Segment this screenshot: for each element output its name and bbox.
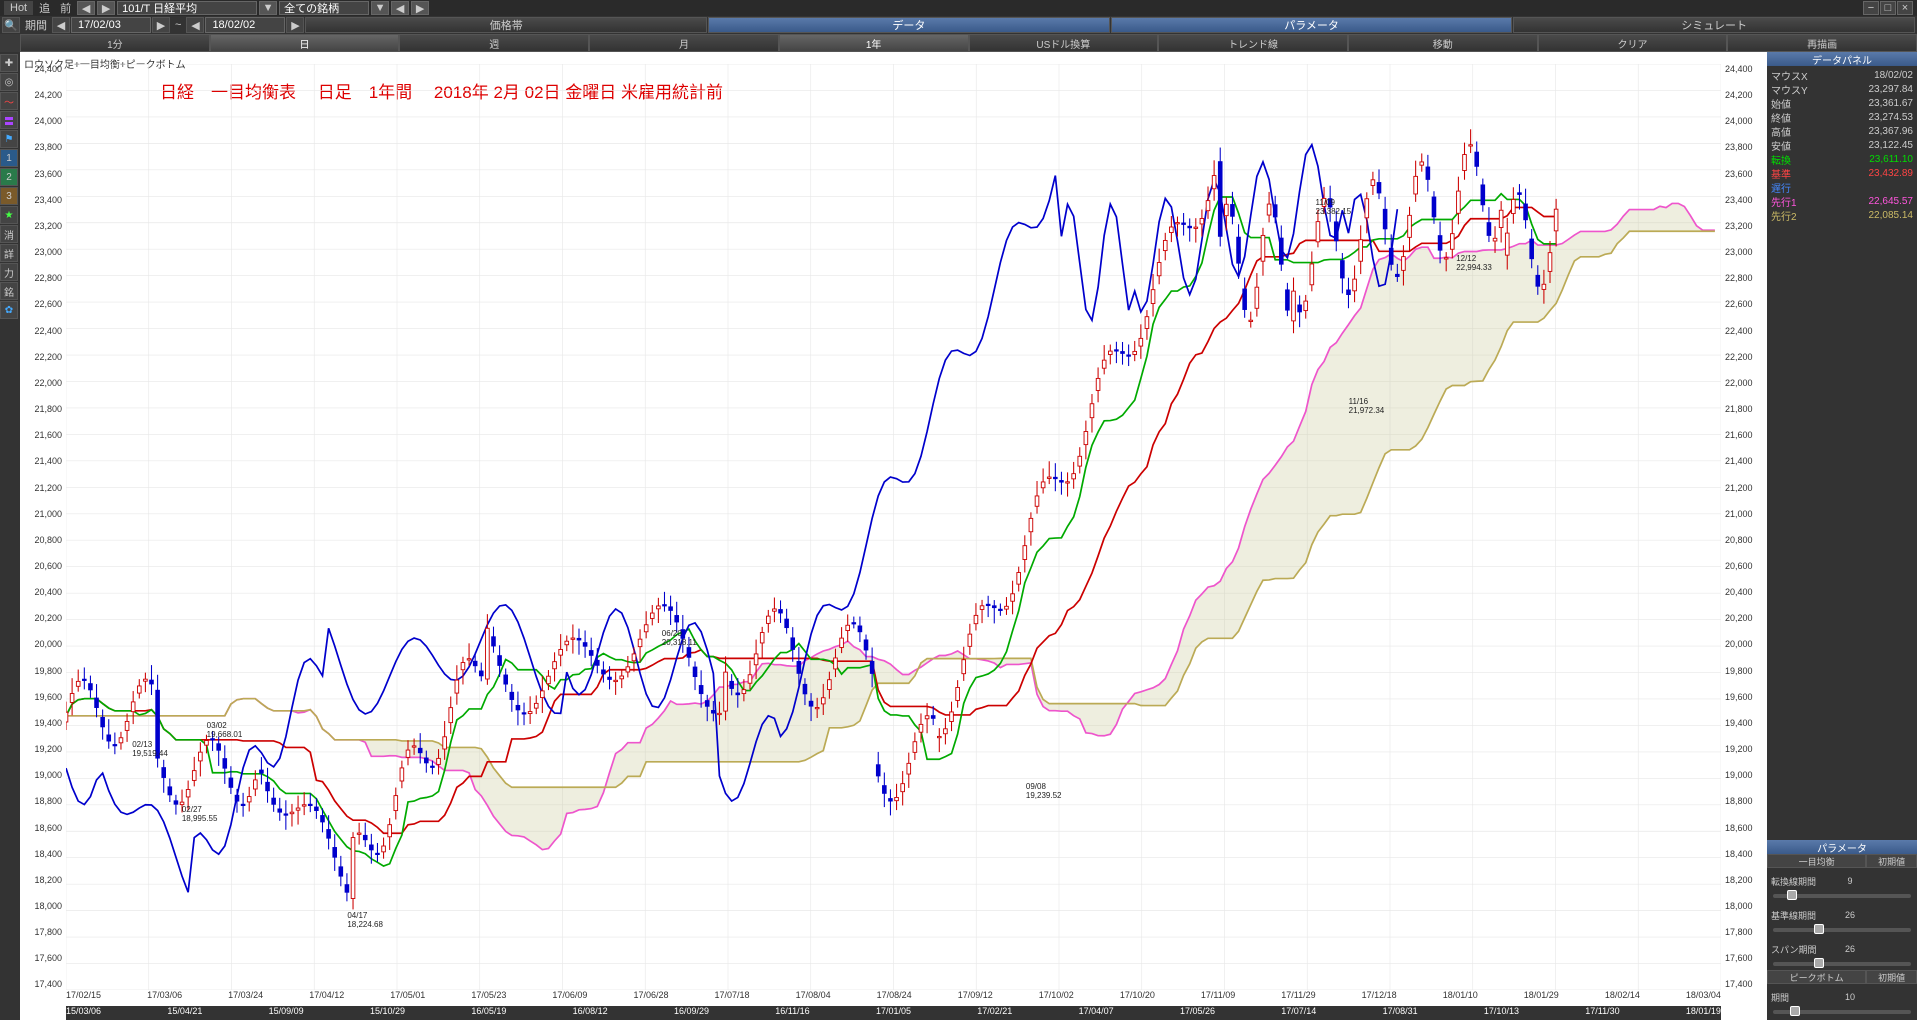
- tab-trend[interactable]: トレンド線: [1158, 34, 1348, 52]
- star-icon[interactable]: ★: [0, 206, 18, 224]
- side-toolbar: ✚ ◎ 〜 〓 ⚑ 1 2 3 ★ 消 詳 力 銘 ✿: [0, 52, 20, 1020]
- date-to-prev-button[interactable]: ◀: [186, 17, 204, 33]
- date-from-prev-button[interactable]: ◀: [52, 17, 70, 33]
- tab-redraw[interactable]: 再描画: [1727, 34, 1917, 52]
- prev-symbol-button[interactable]: ◀: [77, 1, 95, 15]
- data-row: 遅行: [1771, 180, 1913, 194]
- symbol-tool-icon[interactable]: 銘: [0, 282, 18, 300]
- date-from-next-button[interactable]: ▶: [152, 17, 170, 33]
- preset-2-button[interactable]: 2: [0, 168, 18, 186]
- price-annotation: 09/0819,239.52: [1026, 782, 1062, 800]
- filter-dropdown-button[interactable]: ▼: [371, 1, 389, 15]
- data-row: 先行222,085.14: [1771, 208, 1913, 222]
- y-axis-right: 24,40024,20024,00023,80023,60023,40023,2…: [1721, 64, 1767, 990]
- target-icon[interactable]: ◎: [0, 73, 18, 91]
- top-bar: Hot 追 前 ◀ ▶ ▼ ▼ ◀ ▶ − □ ×: [0, 0, 1917, 16]
- segment-param[interactable]: パラメータ: [1111, 17, 1513, 33]
- param-slider[interactable]: [1773, 894, 1911, 898]
- right-panel: データパネル マウスX18/02/02マウスY23,297.84始値23,361…: [1767, 52, 1917, 1020]
- date-from-input[interactable]: [71, 17, 151, 33]
- price-annotation: 06/2020,318.11: [662, 629, 697, 647]
- param-slider[interactable]: [1773, 928, 1911, 932]
- reset-button[interactable]: 初期値: [1866, 854, 1917, 868]
- price-annotation: 11/1621,972.34: [1349, 397, 1385, 415]
- chart-icon[interactable]: 〜: [0, 92, 18, 110]
- data-row: 転換23,611.10: [1771, 152, 1913, 166]
- detail-icon[interactable]: 詳: [0, 244, 18, 262]
- flag-icon[interactable]: ⚑: [0, 130, 18, 148]
- y-axis-left: 24,40024,20024,00023,80023,60023,40023,2…: [20, 64, 66, 990]
- tab-month[interactable]: 月: [589, 34, 779, 52]
- symbol-dropdown-button[interactable]: ▼: [259, 1, 277, 15]
- pb-reset-button[interactable]: 初期値: [1866, 970, 1917, 984]
- param-row: スパン期間26: [1767, 936, 1917, 962]
- price-annotation: 12/1222,994.33: [1456, 254, 1492, 272]
- filter-input[interactable]: [279, 1, 369, 15]
- data-row: 安値23,122.45: [1771, 138, 1913, 152]
- tab-1year[interactable]: 1年: [779, 34, 969, 52]
- segment-simulate[interactable]: シミュレート: [1513, 17, 1915, 33]
- data-row: 始値23,361.67: [1771, 96, 1913, 110]
- tab-1min[interactable]: 1分: [20, 34, 210, 52]
- date-to-input[interactable]: [205, 17, 285, 33]
- gear-icon[interactable]: ✿: [0, 301, 18, 319]
- close-icon[interactable]: ×: [1897, 1, 1913, 15]
- indicator-icon[interactable]: 〓: [0, 111, 18, 129]
- back-label[interactable]: 追: [35, 0, 54, 16]
- segment-data[interactable]: データ: [708, 17, 1110, 33]
- preset-3-button[interactable]: 3: [0, 187, 18, 205]
- price-annotation: 11/0923,382.15: [1316, 198, 1352, 216]
- tab-usd[interactable]: USドル換算: [969, 34, 1159, 52]
- pb-period-slider[interactable]: [1773, 1010, 1911, 1014]
- plot-area[interactable]: 02/1319,519.44 02/2718,995.55 03/0219,668.…: [66, 64, 1721, 990]
- segment-price[interactable]: 価格帯: [305, 17, 707, 33]
- tab-day[interactable]: 日: [210, 34, 400, 52]
- data-row: マウスY23,297.84: [1771, 82, 1913, 96]
- price-annotation: 04/1718,224.68: [347, 911, 383, 929]
- maximize-icon[interactable]: □: [1880, 1, 1896, 15]
- data-row: 高値23,367.96: [1771, 124, 1913, 138]
- data-row: 先行122,645.57: [1771, 194, 1913, 208]
- param-row: 基準線期間26: [1767, 902, 1917, 928]
- tab-week[interactable]: 週: [399, 34, 589, 52]
- power-icon[interactable]: 力: [0, 263, 18, 281]
- price-annotation: 03/0219,668.01: [207, 721, 243, 739]
- step-left-button[interactable]: ◀: [391, 1, 409, 15]
- fwd-label[interactable]: 前: [56, 0, 75, 16]
- price-annotation: 02/2718,995.55: [182, 805, 218, 823]
- ichimoku-tab[interactable]: 一目均衡: [1767, 854, 1866, 868]
- param-slider[interactable]: [1773, 962, 1911, 966]
- pb-period-label: 期間: [1771, 991, 1831, 1004]
- next-symbol-button[interactable]: ▶: [97, 1, 115, 15]
- data-row: マウスX18/02/02: [1771, 68, 1913, 82]
- data-panel: マウスX18/02/02マウスY23,297.84始値23,361.67終値23…: [1767, 66, 1917, 224]
- data-row: 終値23,274.53: [1771, 110, 1913, 124]
- peakbottom-tab[interactable]: ピークボトム: [1767, 970, 1866, 984]
- tab-move[interactable]: 移動: [1348, 34, 1538, 52]
- search-icon[interactable]: 🔍: [2, 17, 20, 33]
- preset-1-button[interactable]: 1: [0, 149, 18, 167]
- tabs-row: 1分 日 週 月 1年 USドル換算 トレンド線 移動 クリア 再描画: [20, 34, 1917, 52]
- minimize-icon[interactable]: −: [1863, 1, 1879, 15]
- tab-clear[interactable]: クリア: [1538, 34, 1728, 52]
- x-axis-bottom: 15/03/0615/04/2115/09/0915/10/2916/05/19…: [66, 1006, 1721, 1020]
- step-right-button[interactable]: ▶: [411, 1, 429, 15]
- erase-icon[interactable]: 消: [0, 225, 18, 243]
- data-row: 基準23,432.89: [1771, 166, 1913, 180]
- symbol-input[interactable]: [117, 1, 257, 15]
- crosshair-icon[interactable]: ✚: [0, 54, 18, 72]
- hot-label[interactable]: Hot: [4, 1, 33, 15]
- price-annotation: 02/1319,519.44: [132, 740, 168, 758]
- date-to-next-button[interactable]: ▶: [286, 17, 304, 33]
- data-panel-header: データパネル: [1767, 52, 1917, 66]
- pb-period-value: 10: [1835, 992, 1865, 1002]
- chart-container[interactable]: ロウソク足+一目均衡+ピークボトム 日経 一目均衡表 日足 1年間 2018年 …: [20, 52, 1767, 1020]
- param-panel-header: パラメータ: [1767, 840, 1917, 854]
- period-label: 期間: [21, 17, 51, 33]
- toolbar: 🔍 期間 ◀ ▶ ~ ◀ ▶ 価格帯 データ パラメータ シミュレート: [0, 16, 1917, 34]
